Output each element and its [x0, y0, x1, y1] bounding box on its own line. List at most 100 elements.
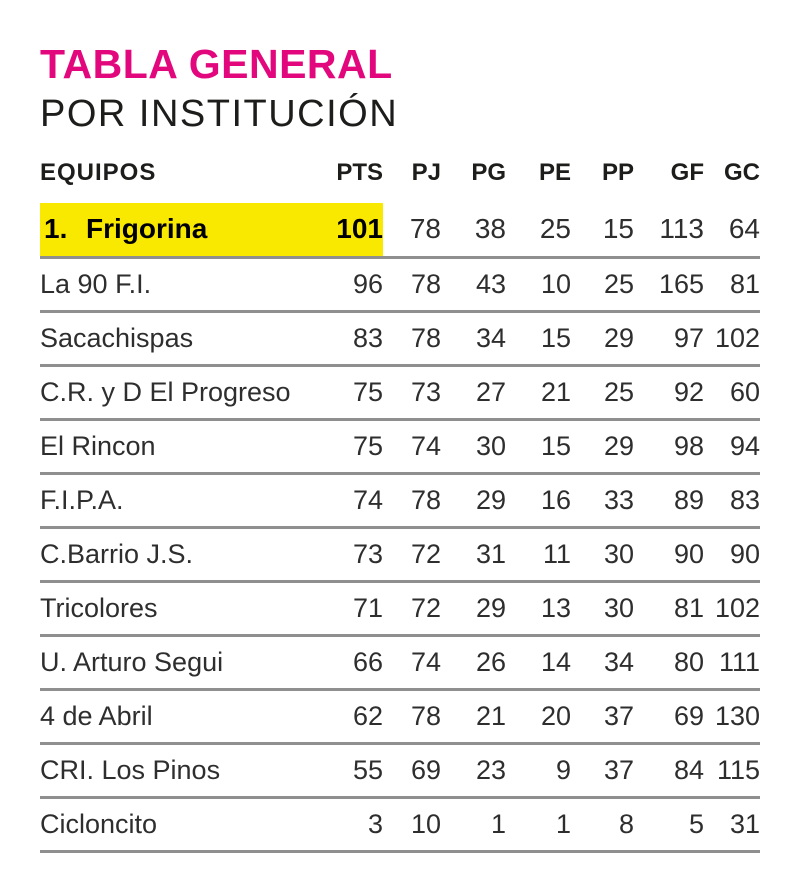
- pg-value: 29: [441, 473, 506, 529]
- table-row: Tricolores 71 72 29 13 30 81 102: [40, 581, 760, 637]
- gc-value: 83: [704, 473, 760, 529]
- team-cell: CRI. Los Pinos: [40, 743, 298, 799]
- team-cell: Cicloncito: [40, 797, 298, 853]
- gc-value: 102: [704, 581, 760, 637]
- pj-value: 74: [383, 419, 441, 475]
- pts-value: 55: [298, 743, 383, 799]
- team-name: F.I.P.A.: [40, 484, 124, 515]
- table-row: La 90 F.I. 96 78 43 10 25 165 81: [40, 257, 760, 313]
- team-cell: El Rincon: [40, 419, 298, 475]
- team-name: El Rincon: [40, 430, 156, 461]
- pe-value: 14: [506, 635, 571, 691]
- pp-value: 34: [571, 635, 634, 691]
- column-header-team: EQUIPOS: [40, 159, 157, 186]
- pg-value: 26: [441, 635, 506, 691]
- pj-value: 78: [383, 473, 441, 529]
- team-name: La 90 F.I.: [40, 268, 152, 299]
- column-header-pe: PE: [538, 159, 571, 186]
- gc-value: 94: [704, 419, 760, 475]
- pts-value: 66: [298, 635, 383, 691]
- gf-value: 5: [634, 797, 704, 853]
- pe-value: 20: [506, 689, 571, 745]
- pe-value: 10: [506, 257, 571, 313]
- pj-value: 78: [383, 689, 441, 745]
- pg-value: 21: [441, 689, 506, 745]
- team-cell: 4 de Abril: [40, 689, 298, 745]
- page-title: TABLA GENERAL: [40, 41, 393, 87]
- column-header-pg: PG: [471, 159, 506, 186]
- team-name: Tricolores: [40, 592, 158, 623]
- team-cell: C.Barrio J.S.: [40, 527, 298, 583]
- pts-value: 73: [298, 527, 383, 583]
- pg-value: 27: [441, 365, 506, 421]
- column-header-gc: GC: [724, 159, 760, 186]
- team-cell: Tricolores: [40, 581, 298, 637]
- pp-value: 29: [571, 419, 634, 475]
- pj-value: 73: [383, 365, 441, 421]
- gf-value: 80: [634, 635, 704, 691]
- team-cell: 1. Frigorina: [40, 203, 298, 259]
- table-header-row: EQUIPOS PTS PJ PG PE PP GF GC: [40, 159, 760, 203]
- gf-value: 84: [634, 743, 704, 799]
- table-row: C.R. y D El Progreso 75 73 27 21 25 92 60: [40, 365, 760, 421]
- team-name: C.Barrio J.S.: [40, 538, 194, 569]
- team-cell: La 90 F.I.: [40, 257, 298, 313]
- pe-value: 11: [506, 527, 571, 583]
- pg-value: 38: [441, 203, 506, 259]
- gc-value: 31: [704, 797, 760, 853]
- team-name: U. Arturo Segui: [40, 646, 224, 677]
- gf-value: 113: [634, 203, 704, 259]
- pg-value: 1: [441, 797, 506, 853]
- pp-value: 8: [571, 797, 634, 853]
- pp-value: 25: [571, 257, 634, 313]
- pj-value: 78: [383, 311, 441, 367]
- pe-value: 15: [506, 419, 571, 475]
- pp-value: 30: [571, 527, 634, 583]
- pe-value: 15: [506, 311, 571, 367]
- pj-value: 74: [383, 635, 441, 691]
- pj-value: 72: [383, 581, 441, 637]
- column-header-pj: PJ: [411, 159, 441, 186]
- pg-value: 34: [441, 311, 506, 367]
- pp-value: 25: [571, 365, 634, 421]
- team-cell: U. Arturo Segui: [40, 635, 298, 691]
- table-row: Sacachispas 83 78 34 15 29 97 102: [40, 311, 760, 367]
- team-name: Frigorina: [86, 213, 208, 245]
- gf-value: 92: [634, 365, 704, 421]
- gc-value: 60: [704, 365, 760, 421]
- team-name: Sacachispas: [40, 322, 194, 353]
- pp-value: 30: [571, 581, 634, 637]
- team-cell: C.R. y D El Progreso: [40, 365, 298, 421]
- gc-value: 102: [704, 311, 760, 367]
- pj-value: 10: [383, 797, 441, 853]
- team-name: Cicloncito: [40, 808, 158, 839]
- gf-value: 97: [634, 311, 704, 367]
- pj-value: 78: [383, 257, 441, 313]
- rank-label: 1.: [44, 213, 68, 245]
- table-row: 4 de Abril 62 78 21 20 37 69 130: [40, 689, 760, 745]
- pj-value: 69: [383, 743, 441, 799]
- team-cell: Sacachispas: [40, 311, 298, 367]
- pts-value: 75: [298, 365, 383, 421]
- pts-value: 71: [298, 581, 383, 637]
- table-row: U. Arturo Segui 66 74 26 14 34 80 111: [40, 635, 760, 691]
- page-subtitle: POR INSTITUCIÓN: [40, 93, 399, 135]
- gc-value: 130: [704, 689, 760, 745]
- gc-value: 115: [704, 743, 760, 799]
- pe-value: 1: [506, 797, 571, 853]
- gc-value: 64: [704, 203, 760, 259]
- pe-value: 21: [506, 365, 571, 421]
- gf-value: 165: [634, 257, 704, 313]
- column-header-pts: PTS: [336, 159, 383, 186]
- table-row: F.I.P.A. 74 78 29 16 33 89 83: [40, 473, 760, 529]
- gc-value: 81: [704, 257, 760, 313]
- pp-value: 37: [571, 689, 634, 745]
- pg-value: 31: [441, 527, 506, 583]
- column-header-gf: GF: [670, 159, 704, 186]
- pts-value: 74: [298, 473, 383, 529]
- pe-value: 9: [506, 743, 571, 799]
- column-header-pp: PP: [601, 159, 634, 186]
- gf-value: 89: [634, 473, 704, 529]
- team-name: 4 de Abril: [40, 700, 153, 731]
